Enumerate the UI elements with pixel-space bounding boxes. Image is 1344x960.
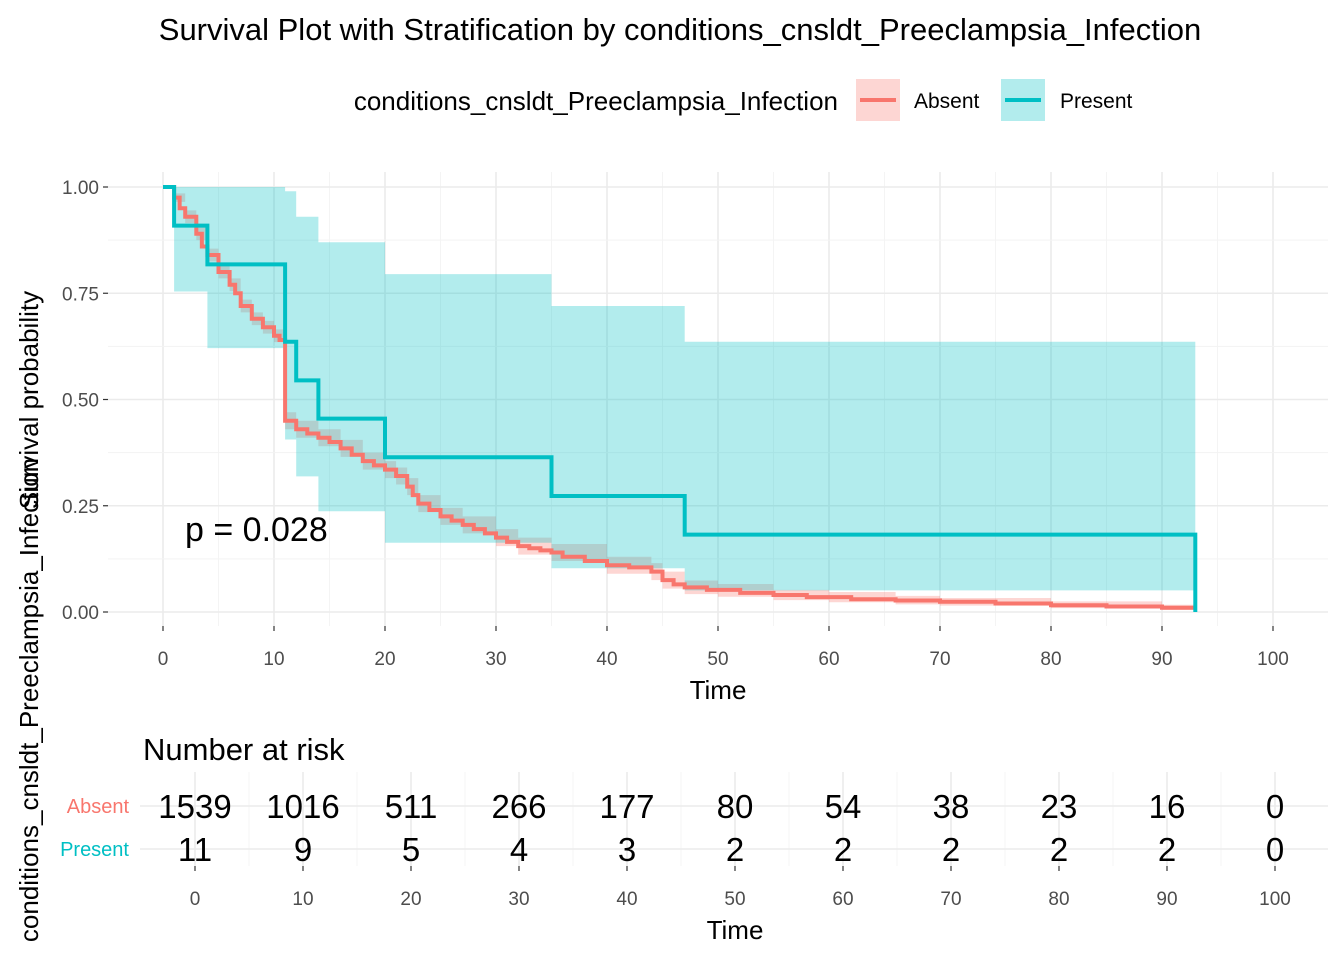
risk-count: 0 [1266,788,1284,825]
risk-count: 1016 [266,788,339,825]
legend-label-present: Present [1060,90,1133,113]
risk-count: 2 [834,831,852,868]
risk-count: 511 [385,788,438,825]
risk-count: 54 [825,788,862,825]
risk-table-rows: Absent 1539 1016 511 266 177 80 54 38 23 16 0Presen… [60,788,1284,868]
y-tick-label: 0.25 [62,497,99,518]
survival-line-present [163,185,1198,612]
risk-x-axis-ticks: 0 10 20 30 40 50 60 70 80 90 100 [190,866,1291,910]
risk-table-grid [140,772,1328,866]
risk-count: 38 [933,788,970,825]
legend-title: conditions_cnsldt_Preeclampsia_Infection [354,86,838,116]
p-value-annotation: p = 0.028 [185,511,328,549]
x-tick-label: 20 [374,649,395,670]
legend-item-present: Present [1001,79,1133,121]
risk-x-tick-label: 90 [1156,889,1177,910]
y-tick-label: 0.50 [62,391,99,412]
risk-count: 80 [717,788,754,825]
survival-line-absent [163,185,1196,610]
risk-count: 16 [1149,788,1186,825]
risk-count: 177 [599,788,654,825]
risk-x-tick-label: 30 [508,889,529,910]
x-tick-label: 80 [1040,649,1061,670]
risk-x-axis-label: Time [707,915,764,945]
risk-count: 2 [1158,831,1176,868]
x-tick-label: 40 [596,649,617,670]
risk-count: 9 [294,831,312,868]
x-tick-label: 50 [707,649,728,670]
risk-x-tick-label: 60 [832,889,853,910]
x-tick-label: 60 [818,649,839,670]
survival-plot: 0.00 0.25 0.50 0.75 1.00 0 10 20 30 40 50 60 70 80 90… [14,172,1328,705]
risk-count: 0 [1266,831,1284,868]
plot-grid [108,172,1328,626]
risk-x-tick-label: 0 [190,889,201,910]
risk-row-label: Present [60,839,129,861]
risk-y-axis-label: conditions_cnsldt_Preeclampsia_Infection [14,458,44,942]
risk-x-tick-label: 50 [724,889,745,910]
risk-count: 11 [178,831,212,868]
risk-x-tick-label: 20 [400,889,421,910]
survival-curves [163,185,1198,612]
x-tick-label: 0 [158,649,169,670]
y-axis-ticks: 0.00 0.25 0.50 0.75 1.00 [62,178,108,624]
risk-count: 4 [510,831,528,868]
y-tick-label: 0.75 [62,284,99,305]
x-tick-label: 30 [485,649,506,670]
risk-x-tick-label: 80 [1048,889,1069,910]
legend-label-absent: Absent [914,90,980,113]
chart-title: Survival Plot with Stratification by con… [159,12,1201,47]
risk-row-absent: Absent 1539 1016 511 266 177 80 54 38 23 16 0 [67,788,1284,825]
y-axis-label: Survival probability [14,291,44,509]
legend: conditions_cnsldt_Preeclampsia_Infection… [354,79,1133,121]
x-axis-ticks: 0 10 20 30 40 50 60 70 80 90 100 [158,626,1289,670]
risk-count: 2 [726,831,744,868]
x-tick-label: 90 [1151,649,1172,670]
risk-count: 2 [942,831,960,868]
risk-count: 1539 [158,788,231,825]
risk-count: 23 [1041,788,1078,825]
x-axis-label: Time [690,675,747,705]
risk-row-present: Present 11 9 5 4 3 2 2 2 2 2 0 [60,831,1284,868]
risk-count: 3 [618,831,636,868]
x-tick-label: 10 [263,649,284,670]
ci-band-present [163,187,1196,591]
x-tick-label: 70 [929,649,950,670]
risk-count: 5 [402,831,420,868]
y-tick-label: 0.00 [62,603,99,624]
risk-x-tick-label: 70 [940,889,961,910]
risk-x-tick-label: 10 [292,889,313,910]
risk-count: 266 [491,788,546,825]
risk-count: 2 [1050,831,1068,868]
risk-x-tick-label: 40 [616,889,637,910]
legend-item-absent: Absent [856,79,980,121]
risk-x-tick-label: 100 [1259,889,1291,910]
y-tick-label: 1.00 [62,178,99,199]
risk-row-label: Absent [67,796,130,818]
x-tick-label: 100 [1257,649,1289,670]
risk-table-title: Number at risk [143,732,345,767]
risk-table: Number at risk Absent 1539 1016 511 266 177 80… [14,458,1328,945]
